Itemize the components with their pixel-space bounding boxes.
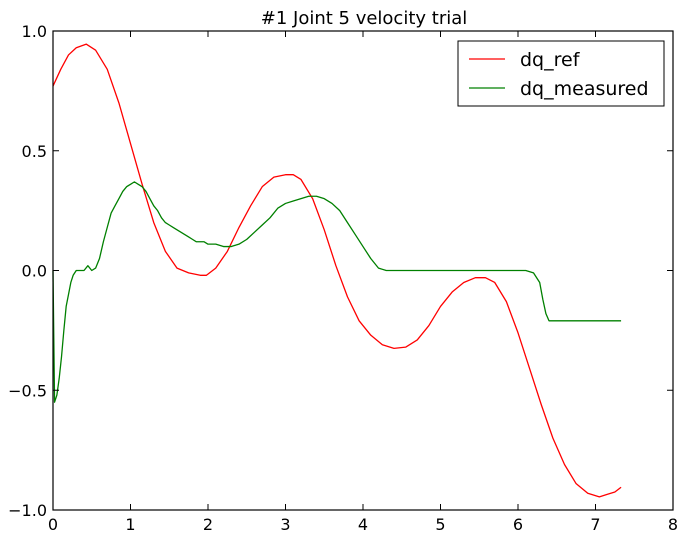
series-layer — [52, 43, 622, 498]
x-tick-label: 0 — [48, 515, 58, 534]
x-tick-label: 1 — [125, 515, 135, 534]
series-line-dq-ref — [52, 43, 622, 498]
legend-label: dq_ref — [520, 49, 581, 71]
y-tick-label: 1.0 — [22, 22, 47, 41]
legend: dq_ref dq_measured — [457, 40, 665, 107]
legend-label: dq_measured — [520, 78, 649, 100]
x-tick-label: 8 — [668, 515, 678, 534]
chart-title: #1 Joint 5 velocity trial — [261, 8, 468, 29]
x-tick-label: 2 — [203, 515, 213, 534]
ticks-layer: 0 1 2 3 4 5 6 7 8 −1.0 −0.5 0.0 0.5 1.0 — [8, 22, 678, 534]
y-tick-label: 0.5 — [22, 142, 47, 161]
x-tick-label: 3 — [280, 515, 290, 534]
legend-box — [457, 40, 665, 107]
y-tick-label: −1.0 — [8, 501, 47, 520]
y-tick-label: 0.0 — [22, 262, 47, 281]
series-line-dq-measured — [52, 181, 622, 403]
x-tick-label: 5 — [435, 515, 445, 534]
x-tick-label: 7 — [590, 515, 600, 534]
y-tick-label: −0.5 — [8, 381, 47, 400]
x-tick-label: 6 — [513, 515, 523, 534]
x-tick-label: 4 — [358, 515, 368, 534]
